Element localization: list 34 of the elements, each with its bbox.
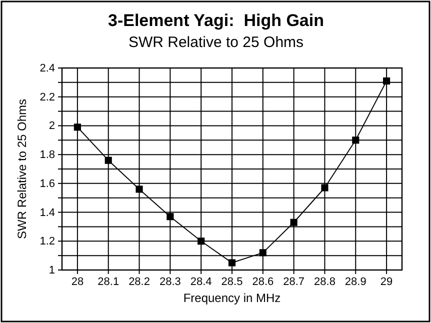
x-tick-label: 28 [71,276,84,288]
x-tick-label: 28.5 [221,276,243,288]
x-tick-label: 28.2 [128,276,150,288]
x-tick-label: 28.7 [283,276,305,288]
x-tick-label: 28.6 [252,276,274,288]
x-tick-label: 28.3 [159,276,181,288]
x-tick-label: 28.8 [314,276,336,288]
point [228,259,236,266]
chart-subtitle: SWR Relative to 25 Ohms [128,34,304,51]
point [198,238,205,245]
y-tick-label: 1.4 [40,206,55,219]
point [290,218,298,226]
point [74,124,81,131]
point [104,156,112,164]
y-tick-label: 1.8 [40,149,55,162]
x-tick-label: 28.9 [344,276,366,288]
point [136,186,143,193]
point [166,213,174,220]
x-tick-label: 28.1 [98,276,120,288]
point [259,249,266,256]
point [352,136,360,144]
x-axis-title: Frequency in MHz [183,291,281,305]
y-axis-title: SWR Relative to 25 Ohms [15,98,29,240]
x-tick-label: 29 [380,276,393,288]
y-tick-label: 1.6 [40,178,55,190]
y-tick-label: 1 [48,264,55,277]
x-tick-label: 28.4 [190,276,212,288]
point [321,184,328,192]
y-tick-label: 2 [48,120,55,132]
y-tick-label: 2.2 [40,91,55,104]
chart-title: 3-Element Yagi: High Gain [108,11,324,30]
y-tick-label: 1.2 [40,236,55,248]
y-tick-label: 2.4 [40,62,55,75]
point [383,77,390,85]
